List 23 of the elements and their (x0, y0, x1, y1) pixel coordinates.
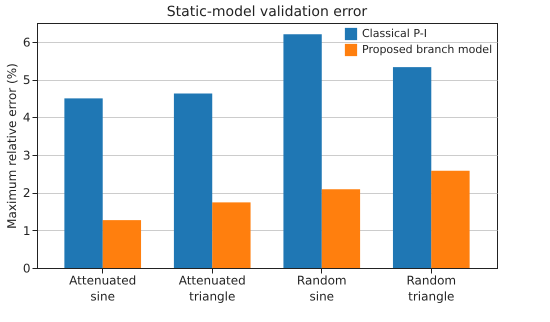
bar (64, 98, 103, 268)
legend-label: Proposed branch model (362, 43, 492, 56)
x-tick-label: Attenuated sine (69, 274, 136, 304)
y-tick-label: 6 (22, 35, 30, 50)
legend-label: Classical P-I (362, 27, 427, 40)
chart-title: Static-model validation error (166, 4, 368, 20)
x-tick-label: Attenuated triangle (178, 274, 246, 304)
y-tick-label: 1 (22, 224, 30, 238)
y-tick-label: 5 (22, 73, 30, 88)
y-tick-label: 2 (22, 186, 30, 200)
bar (102, 220, 142, 268)
bar (322, 189, 360, 268)
y-tick-label: 4 (22, 110, 30, 125)
bar (392, 67, 432, 268)
x-tick-label: Random triangle (406, 274, 456, 304)
y-axis-title: Maximum relative error (%) (4, 63, 19, 229)
bar (174, 93, 212, 268)
bar (431, 170, 470, 268)
y-tick-label: 0 (22, 262, 30, 276)
bar (283, 34, 322, 268)
y-tick-label: 3 (22, 148, 30, 162)
x-tick-label: Random sine (296, 274, 347, 304)
bar (212, 202, 251, 268)
